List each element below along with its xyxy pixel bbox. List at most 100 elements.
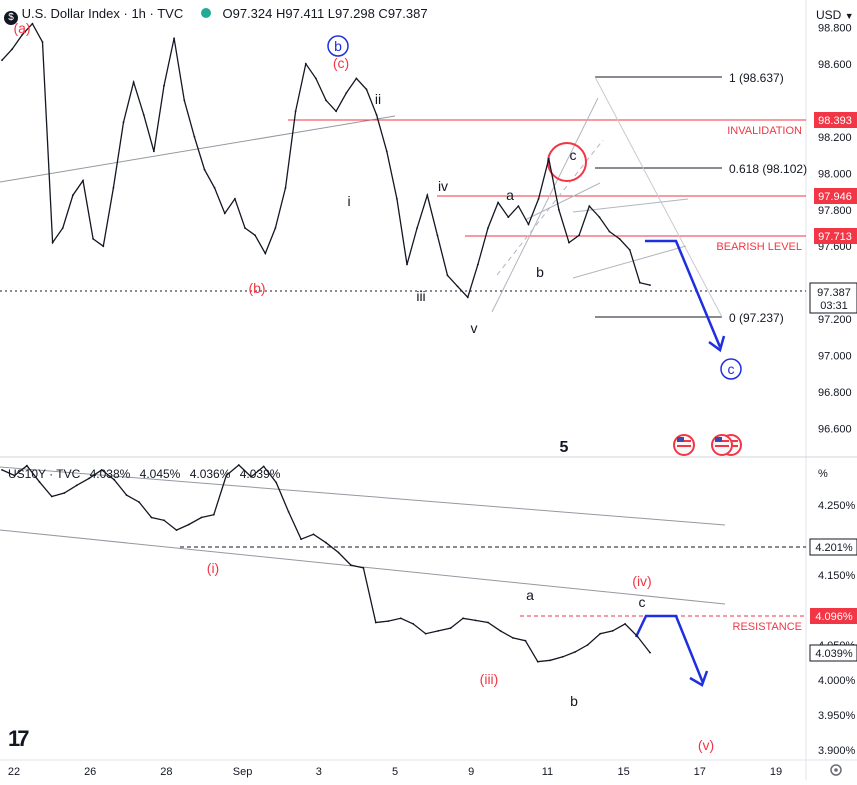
us-flag-icon[interactable]: [711, 434, 733, 456]
x-axis-tick: 28: [160, 766, 172, 778]
us10y-data-point: [424, 632, 427, 635]
resistance-label: RESISTANCE: [733, 621, 802, 633]
us10y-data-point: [586, 644, 589, 646]
us10y-data-point: [212, 513, 215, 516]
wave-label-a-paren: (a): [13, 20, 30, 36]
dxy-data-point: [466, 296, 469, 299]
us10y-data-point: [75, 484, 78, 487]
dxy-data-point: [132, 81, 135, 83]
us10y-data-point: [88, 477, 91, 480]
dxy-data-point: [11, 48, 14, 51]
wave-label-b-lower: b: [570, 693, 578, 709]
us10y-data-point: [599, 632, 602, 635]
dxy-y-tick: 97.000: [818, 351, 852, 363]
dxy-data-point: [92, 238, 94, 240]
wave-label-iii-paren: (iii): [480, 671, 499, 687]
us10y-data-point: [387, 620, 390, 622]
dxy-y-tick: 98.600: [818, 59, 852, 71]
fib-level-0618: 0.618 (98.102): [729, 162, 807, 176]
wave-label-iii: iii: [416, 288, 425, 304]
us10y-data-point: [1, 469, 3, 471]
us10y-data-point: [350, 564, 352, 566]
ohlc-high: 97.411: [285, 6, 325, 21]
dxy-y-tick: 98.800: [818, 22, 852, 34]
dxy-data-point: [396, 197, 398, 200]
dxy-data-point: [82, 179, 84, 182]
us10y-data-point: [200, 516, 203, 519]
dxy-data-point: [31, 22, 34, 25]
dxy-y-tick: 97.800: [818, 205, 852, 217]
dxy-data-point: [122, 121, 125, 124]
candle-countdown: 03:31: [820, 300, 848, 312]
us10y-y-tick: 4.150%: [818, 570, 856, 582]
x-axis-tick: 5: [392, 766, 398, 778]
bearish-price-badge: 97.713: [818, 231, 852, 243]
x-axis-tick: 22: [8, 766, 20, 778]
last-yield-badge: 4.039%: [815, 648, 853, 660]
market-status-icon: [200, 8, 211, 18]
symbol-header[interactable]: $ U.S. Dollar Index · 1h · TVC O97.324 H…: [4, 6, 428, 25]
dxy-data-point: [507, 216, 510, 219]
invalidation-label: INVALIDATION: [727, 125, 802, 137]
x-axis-tick: 9: [468, 766, 474, 778]
us10y-data-point: [524, 639, 527, 642]
dxy-data-point: [112, 187, 115, 189]
us10y-data-point: [225, 474, 228, 477]
tradingview-logo[interactable]: 17: [8, 726, 32, 751]
us10y-data-point: [113, 478, 116, 481]
event-marker: 5: [560, 439, 569, 456]
us10y-data-point: [150, 516, 153, 519]
dxy-logo-icon: $: [4, 11, 18, 25]
dxy-data-point: [588, 205, 591, 208]
x-axis-tick: 17: [694, 766, 706, 778]
dxy-data-point: [234, 197, 236, 200]
dxy-data-point: [436, 234, 439, 237]
dxy-data-point: [193, 135, 196, 138]
us10y-data-point: [237, 464, 240, 466]
us10y-data-point: [449, 627, 452, 629]
dxy-data-point: [355, 77, 358, 80]
dxy-data-point: [335, 110, 337, 113]
us10y-header[interactable]: US10Y · TVC 4.038% 4.045% 4.036% 4.039%: [8, 467, 280, 481]
dxy-data-point: [365, 88, 368, 91]
dxy-data-point: [274, 227, 277, 229]
dxy-data-point: [406, 263, 408, 266]
us10y-data-point: [175, 529, 178, 531]
x-axis-tick: 11: [542, 766, 553, 778]
us10y-y-tick: 4.000%: [818, 675, 856, 687]
dxy-data-point: [608, 230, 611, 233]
currency-selector[interactable]: USD ▼: [816, 8, 854, 22]
us10y-data-point: [399, 617, 402, 620]
us10y-data-point: [287, 511, 290, 513]
us10y-title: US10Y · TVC: [8, 467, 81, 481]
dxy-y-tick: 97.200: [818, 314, 852, 326]
dxy-data-point: [598, 216, 601, 219]
us10y-data-point: [549, 659, 552, 662]
dxy-data-point: [345, 92, 348, 94]
dxy-data-point: [416, 227, 418, 229]
us10y-value-1: 4.038%: [89, 467, 131, 481]
last-price-badge: 97.387: [817, 287, 851, 299]
us10y-data-point: [474, 619, 477, 622]
x-axis-tick: 19: [770, 766, 782, 778]
us10y-data-point: [38, 480, 41, 483]
dxy-data-point: [304, 62, 307, 65]
dxy-data-point: [456, 285, 459, 288]
wave-label-b-paren: (b): [248, 280, 265, 296]
ohlc-low: 97.298: [335, 6, 375, 21]
us10y-data-point: [250, 476, 253, 478]
fib-level-0: 0 (97.237): [729, 311, 784, 325]
dxy-data-point: [223, 212, 226, 215]
level-4201-badge: 4.201%: [815, 542, 853, 554]
ohlc-open: 97.324: [232, 6, 273, 21]
us10y-data-point: [374, 621, 377, 624]
dxy-data-point: [547, 157, 550, 160]
us10y-data-point: [437, 630, 440, 632]
us10y-data-point: [462, 617, 464, 620]
us-flag-icon[interactable]: [673, 434, 695, 456]
dxy-data-point: [294, 110, 297, 113]
gear-icon[interactable]: [830, 764, 842, 776]
us10y-data-point: [512, 637, 514, 639]
us10y-data-point: [188, 523, 190, 526]
